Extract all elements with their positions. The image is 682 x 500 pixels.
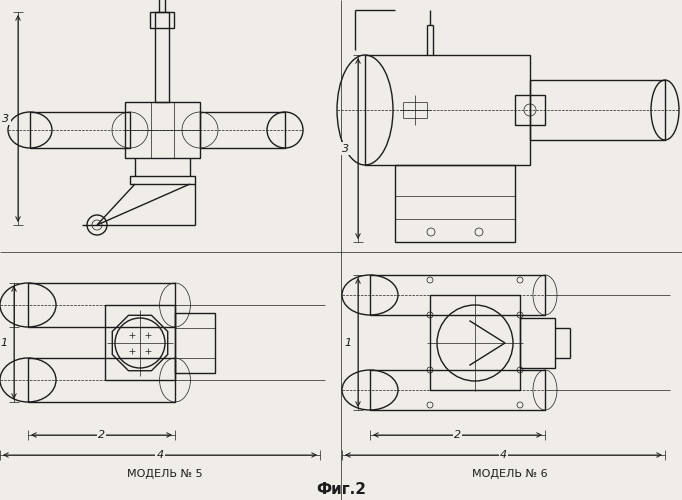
Bar [370,370,545,410]
Text: МОДЕЛЬ № 6: МОДЕЛЬ № 6 [472,469,548,479]
Bar [365,55,530,165]
Bar [130,176,195,184]
Bar [370,275,545,315]
Text: 2: 2 [454,430,461,440]
Bar [28,283,175,327]
Bar [430,295,520,390]
Text: 4: 4 [500,450,507,460]
Text: 1: 1 [1,338,8,347]
Bar [395,165,515,242]
Bar [155,12,169,102]
Text: Фиг.2: Фиг.2 [316,482,366,498]
Bar [30,112,130,148]
Bar [530,80,665,140]
Text: 3: 3 [3,114,10,124]
Text: 4: 4 [156,450,164,460]
Bar [175,313,215,373]
Bar [28,358,175,402]
Bar [515,95,545,125]
Text: МОДЕЛЬ № 5: МОДЕЛЬ № 5 [127,469,203,479]
Text: 3: 3 [342,144,350,154]
Bar [520,318,555,368]
Bar [125,102,200,158]
Bar [150,12,174,28]
Text: 1: 1 [344,338,351,347]
Bar [105,305,175,380]
Text: 2: 2 [98,430,105,440]
Bar [200,112,285,148]
